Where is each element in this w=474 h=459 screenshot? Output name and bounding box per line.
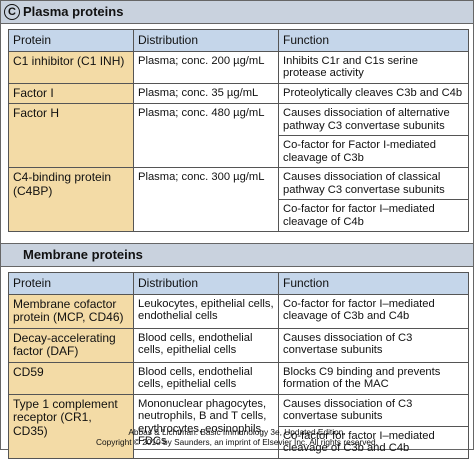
protein-cell: Membrane cofactor protein (MCP, CD46) (8, 293, 134, 329)
column-header: Protein (8, 29, 134, 52)
function-text: Causes dissociation of C3 convertase sub… (283, 331, 413, 357)
protein-cell: Factor I (8, 82, 134, 104)
distribution-cell: Plasma; conc. 480 µg/mL (133, 103, 279, 168)
distribution-cell: Blood cells, endothelial cells, epitheli… (133, 327, 279, 363)
distribution-cell: Plasma; conc. 200 µg/mL (133, 50, 279, 84)
column-header: Distribution (133, 272, 279, 295)
column-header: Function (278, 29, 469, 52)
function-text: Causes dissociation of C3 convertase sub… (283, 397, 413, 423)
function-text: Causes dissociation of alternative pathw… (283, 107, 450, 132)
function-text: Co-factor for factor I–mediated cleavage… (283, 297, 435, 323)
distribution-cell: Leukocytes, epithelial cells, endothelia… (133, 293, 279, 329)
column-header: Distribution (133, 29, 279, 52)
function-cell: Blocks C9 binding and prevents formation… (278, 361, 469, 395)
footer-line: Copyright © 2010 by Saunders, an imprint… (96, 437, 378, 447)
function-text: Proteolytically cleaves C3b and C4b (283, 86, 463, 99)
distribution-cell: Plasma; conc. 300 µg/mL (133, 167, 279, 232)
table-row: C4-binding protein (C4BP) Plasma; conc. 3… (8, 167, 469, 232)
function-cell: Inhibits C1r and C1s serine protease act… (278, 50, 469, 84)
distribution-cell: Blood cells, endothelial cells, epitheli… (133, 361, 279, 395)
protein-cell: Factor H (8, 103, 134, 168)
header-row: Protein Distribution Function (8, 272, 469, 295)
table-row: Membrane cofactor protein (MCP, CD46) Leu… (8, 293, 469, 329)
header-row: Protein Distribution Function (8, 29, 469, 52)
footer-line: Abbas & Lichtman: Basic Immunology 3e, U… (128, 427, 346, 437)
protein-cell: C1 inhibitor (C1 INH) (8, 50, 134, 84)
panel-label: C (4, 4, 20, 20)
function-text: Co-factor for Factor I-mediated cleavage… (279, 135, 468, 167)
function-cell: Causes dissociation of C3 convertase sub… (278, 327, 469, 363)
section-title-text: Plasma proteins (23, 4, 124, 19)
function-cell: Causes dissociation of alternative pathw… (278, 103, 469, 168)
function-text: Co-factor for factor I–mediated cleavage… (279, 199, 468, 231)
section-title-text: Membrane proteins (23, 247, 143, 262)
footer: Abbas & Lichtman: Basic Immunology 3e, U… (1, 427, 473, 447)
protein-cell: C4-binding protein (C4BP) (8, 167, 134, 232)
function-cell: Co-factor for factor I–mediated cleavage… (278, 293, 469, 329)
function-text: Blocks C9 binding and prevents formation… (283, 365, 441, 391)
table-row: Factor I Plasma; conc. 35 µg/mL Proteolyti… (8, 82, 469, 104)
table-row: C1 inhibitor (C1 INH) Plasma; conc. 200 µ… (8, 50, 469, 84)
function-text: Causes dissociation of classical pathway… (283, 171, 445, 196)
function-cell: Causes dissociation of classical pathway… (278, 167, 469, 232)
function-text: Inhibits C1r and C1s serine protease act… (283, 54, 418, 80)
section-title: C Plasma proteins (1, 1, 473, 24)
function-cell: Causes dissociation of C3 convertase sub… (278, 393, 469, 459)
table-row: Factor H Plasma; conc. 480 µg/mL Causes di… (8, 103, 469, 168)
protein-table: Protein Distribution Function C1 inhibitor … (8, 29, 469, 232)
section-title: Membrane proteins (1, 244, 473, 267)
column-header: Protein (8, 272, 134, 295)
column-header: Function (278, 272, 469, 295)
distribution-cell: Plasma; conc. 35 µg/mL (133, 82, 279, 104)
function-cell: Proteolytically cleaves C3b and C4b (278, 82, 469, 104)
protein-cell: Decay-accelerating factor (DAF) (8, 327, 134, 363)
table-row: Decay-accelerating factor (DAF) Blood cel… (8, 327, 469, 363)
protein-cell: CD59 (8, 361, 134, 395)
protein-cell: Type 1 complement receptor (CR1, CD35) (8, 393, 134, 459)
section-gap (1, 232, 473, 244)
distribution-cell: Mononuclear phagocytes, neutrophils, B a… (133, 393, 279, 459)
table-row: Type 1 complement receptor (CR1, CD35) Mo… (8, 393, 469, 459)
table-row: CD59 Blood cells, endothelial cells, epit… (8, 361, 469, 395)
